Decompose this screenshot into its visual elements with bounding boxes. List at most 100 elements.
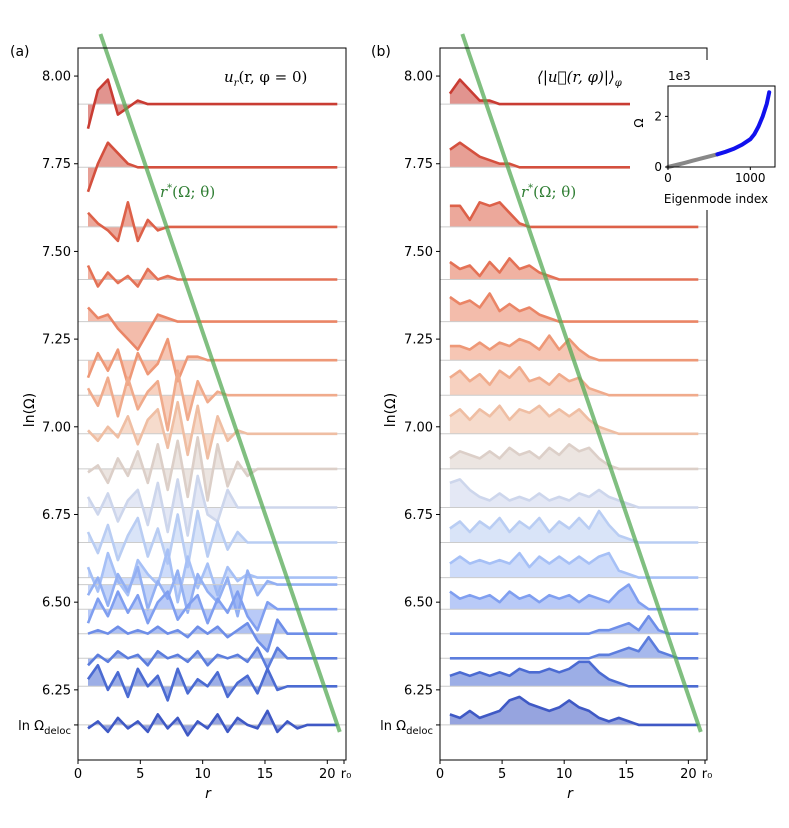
- panel-a-plot: 0 5 10 15 20 r₀ 6.25 6.50 6.75 7.00 7.25 7.50 7.75 8.…: [18, 33, 351, 802]
- b-series-11-fill: [449, 553, 699, 578]
- a-xtick-label-1: 5: [136, 767, 144, 782]
- panel-b-ylabel: ln(Ω): [383, 393, 399, 427]
- b-ytick-label-0: 6.25: [404, 683, 433, 698]
- panel-b-threshold-line-group: [460, 33, 703, 733]
- inset-xlabel: Eigenmode index: [664, 192, 768, 206]
- inset-series-group: [666, 90, 772, 169]
- b-series-15-fill: [449, 661, 699, 687]
- b-series-13-line: [449, 614, 699, 635]
- b-series-2-line: [449, 201, 699, 229]
- a-series-2-line: [87, 201, 338, 243]
- panel-label-b: (b): [371, 44, 391, 60]
- panel-b-line-label: r*(Ω; θ): [521, 183, 576, 201]
- inset-xtick-label-1: 1000: [735, 171, 766, 185]
- b-series-15-line: [449, 660, 699, 688]
- a-series-14-line: [87, 618, 338, 653]
- a-series-3-fill: [88, 265, 338, 287]
- a-series-15-line: [87, 646, 338, 671]
- a-series-12-line: [86, 565, 338, 618]
- a-ytick-label-3: 7.00: [42, 420, 71, 435]
- b-series-4-fill: [449, 293, 699, 322]
- b-series-9-line: [449, 478, 699, 509]
- a-series-16-line: [86, 664, 338, 702]
- panel-a-threshold-line-group: [98, 33, 342, 733]
- b-ytick-label-3: 7.00: [404, 420, 433, 435]
- a-xtick-label-3: 15: [257, 767, 274, 782]
- a-series-7-fill: [88, 402, 338, 459]
- a-series-7-line: [87, 400, 338, 460]
- b-threshold-line: [460, 33, 703, 733]
- b-ytick-label-6: 7.75: [404, 157, 433, 172]
- a-ytick-label-7: 8.00: [42, 70, 71, 85]
- inset-ticks: 0 1000 0 2: [654, 109, 765, 185]
- a-series-9-line: [86, 474, 338, 537]
- b-series-1-fill: [449, 142, 699, 168]
- inset-series-delocalized: [715, 90, 772, 157]
- b-xtick-label-3: 15: [618, 767, 635, 782]
- a-series-6-fill: [88, 370, 338, 431]
- b-series-2-fill: [449, 202, 699, 227]
- a-series-8-line: [87, 436, 338, 502]
- b-series-5-line: [449, 334, 699, 362]
- inset-background: [630, 60, 785, 210]
- a-xtick-label-4: 20: [319, 767, 336, 782]
- b-xtick-label-1: 5: [498, 767, 506, 782]
- panel-a-ylabel: ln(Ω): [22, 393, 38, 427]
- a-ytick-label-0: 6.25: [42, 683, 71, 698]
- b-series-3-fill: [449, 258, 699, 280]
- b-series-7-fill: [449, 405, 699, 434]
- a-series-1-line: [86, 141, 338, 193]
- b-series-10-line: [449, 509, 699, 544]
- b-series-8-line: [449, 443, 699, 471]
- inset-ytick-label-1: 2: [654, 109, 662, 123]
- panel-a-series-group: [78, 78, 346, 737]
- a-series-4-line: [87, 306, 338, 351]
- panel-b-xlabel: r: [567, 786, 574, 802]
- panel-a-frame: [77, 47, 347, 761]
- panel-b-plot: 0 5 10 15 20 r₀6.256.506.757.007.257.507.758.…: [380, 33, 712, 802]
- a-series-10-line: [86, 509, 338, 569]
- inset-ytick-label-0: 0: [654, 160, 662, 174]
- panel-b-title: ⟨|u⃗(r, φ)|⟩φ: [537, 68, 622, 89]
- a-series-14-fill: [88, 619, 338, 652]
- inset-scale-label: 1e3: [668, 69, 691, 83]
- b-xtick-label-0: 0: [436, 767, 444, 782]
- panel-b-ticks: 0 5 10 15 20 r₀6.256.506.757.007.257.507.758.…: [380, 70, 712, 782]
- a-ytick-label-1: 6.50: [42, 596, 71, 611]
- a-ytick-label-5: 7.50: [42, 245, 71, 260]
- b-ytick-label-5: 7.50: [404, 245, 433, 260]
- a-ytick-deloc-label: ln Ωdeloc: [18, 719, 71, 737]
- panel-label-a: (a): [10, 44, 30, 60]
- a-xtick-label-0: 0: [74, 767, 82, 782]
- a-xtick-r0-label: r₀: [341, 767, 352, 782]
- b-xtick-label-4: 20: [680, 767, 697, 782]
- b-ytick-label-1: 6.50: [404, 596, 433, 611]
- b-series-10-fill: [449, 511, 699, 543]
- panel-a-ticks: 0 5 10 15 20 r₀ 6.25 6.50 6.75 7.00 7.25 7.50 7.75 8.…: [18, 70, 351, 782]
- b-series-14-fill: [449, 637, 699, 659]
- b-series-5-fill: [449, 335, 699, 361]
- inset-ylabel: Ω: [632, 118, 646, 127]
- b-series-11-line: [449, 551, 699, 579]
- a-ytick-label-6: 7.75: [42, 157, 71, 172]
- b-ytick-label-4: 7.25: [404, 333, 433, 348]
- b-series-4-line: [449, 292, 699, 323]
- panel-b-frame: [439, 47, 708, 761]
- panel-a-xlabel: r: [205, 786, 212, 802]
- inset-plot: 0 1000 0 2 1e3 Ω Eigenmode index: [630, 60, 785, 210]
- b-series-0-fill: [449, 79, 699, 105]
- a-ytick-label-2: 6.75: [42, 508, 71, 523]
- a-series-17-line: [87, 709, 338, 737]
- panel-a-title: ur(r, φ = 0): [224, 68, 307, 89]
- b-xtick-label-2: 10: [556, 767, 573, 782]
- b-series-6-fill: [449, 367, 699, 396]
- a-ytick-label-4: 7.25: [42, 333, 71, 348]
- b-ytick-deloc-label: ln Ωdeloc: [380, 719, 433, 737]
- panel-b-series-group: [440, 78, 707, 727]
- b-series-6-line: [449, 365, 699, 397]
- b-ytick-label-7: 8.00: [404, 70, 433, 85]
- a-series-0-line: [86, 78, 338, 130]
- a-series-4-fill: [88, 307, 338, 350]
- b-series-16-line: [449, 695, 699, 727]
